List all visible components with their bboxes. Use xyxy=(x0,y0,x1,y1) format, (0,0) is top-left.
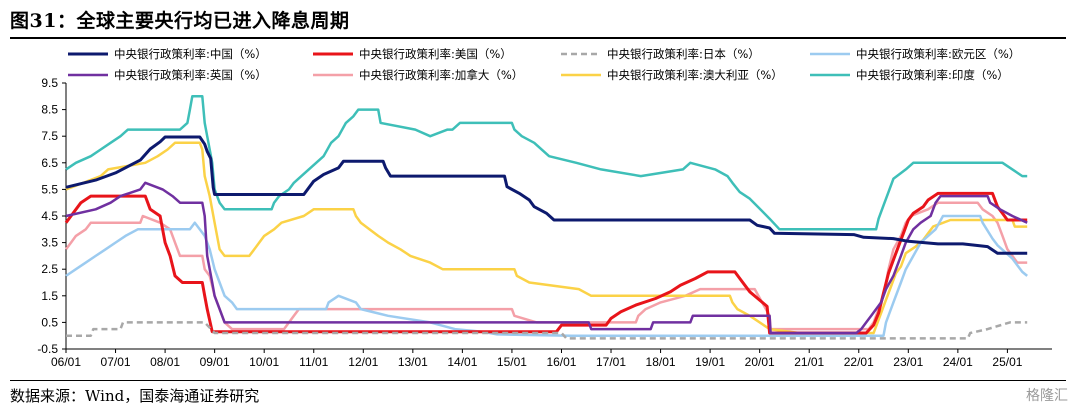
x-tick-label: 13/01 xyxy=(398,355,428,369)
legend-label: 中央银行政策利率:加拿大（%） xyxy=(359,68,523,82)
y-tick-label: 0.5 xyxy=(41,315,58,329)
y-tick-label: 9.5 xyxy=(41,76,58,90)
series-line-0 xyxy=(65,135,1028,255)
footer-rule xyxy=(10,380,1066,381)
legend-label: 中央银行政策利率:日本（%） xyxy=(607,47,760,61)
y-tick-label: 6.5 xyxy=(41,156,58,170)
legend-label: 中央银行政策利率:印度（%） xyxy=(856,68,1009,82)
x-tick-label: 23/01 xyxy=(893,355,923,369)
x-tick-label: 22/01 xyxy=(844,355,874,369)
legend-label: 中央银行政策利率:英国（%） xyxy=(114,68,267,82)
y-tick-label: 5.5 xyxy=(41,182,58,196)
series-line-2 xyxy=(66,321,1028,340)
y-tick-label: 8.5 xyxy=(41,103,58,117)
series-line-5 xyxy=(64,201,1028,331)
x-tick-label: 16/01 xyxy=(546,355,576,369)
legend-label: 中央银行政策利率:中国（%） xyxy=(114,47,267,61)
watermark-logo: 格隆汇 xyxy=(1026,388,1068,404)
x-tick-label: 17/01 xyxy=(596,355,626,369)
x-tick-label: 15/01 xyxy=(497,355,527,369)
x-tick-label: 08/01 xyxy=(150,355,180,369)
legend-label: 中央银行政策利率:美国（%） xyxy=(359,47,512,61)
rate-line-chart: 中央银行政策利率:中国（%） 中央银行政策利率:美国（%） 中央银行政策利率:日本（… xyxy=(37,47,1052,369)
legend-label: 中央银行政策利率:欧元区（%） xyxy=(856,47,1020,61)
x-tick-label: 12/01 xyxy=(348,355,378,369)
x-tick-label: 10/01 xyxy=(249,355,279,369)
series-line-7 xyxy=(65,95,1028,231)
x-tick-label: 21/01 xyxy=(794,355,824,369)
x-tick-label: 24/01 xyxy=(943,355,973,369)
y-tick-label: -0.5 xyxy=(37,342,58,356)
chart-legend: 中央银行政策利率:中国（%） 中央银行政策利率:美国（%） 中央银行政策利率:日本（… xyxy=(68,47,1020,82)
figure-title: 图31：全球主要央行均已进入降息周期 xyxy=(10,10,350,32)
source-note: 数据来源：Wind，国泰海通证券研究 xyxy=(10,387,260,405)
chart-series xyxy=(64,95,1028,340)
x-tick-label: 20/01 xyxy=(745,355,775,369)
x-tick-label: 14/01 xyxy=(447,355,477,369)
y-tick-label: 4.5 xyxy=(41,209,58,223)
x-tick-label: 09/01 xyxy=(200,355,230,369)
x-tick-label: 25/01 xyxy=(992,355,1022,369)
title-rule xyxy=(10,37,1066,39)
chart-axes: -0.5 0.5 1.5 2.5 3.5 4.5 5.5 6.5 7.5 8.5 9.5 06/01 0… xyxy=(37,76,1052,369)
y-tick-label: 3.5 xyxy=(41,236,58,250)
x-tick-label: 06/01 xyxy=(51,355,81,369)
x-tick-label: 07/01 xyxy=(101,355,131,369)
y-tick-label: 2.5 xyxy=(41,262,58,276)
y-tick-label: 7.5 xyxy=(41,129,58,143)
x-tick-label: 11/01 xyxy=(299,355,328,369)
y-tick-label: 1.5 xyxy=(41,289,58,303)
legend-label: 中央银行政策利率:澳大利亚（%） xyxy=(607,68,783,82)
x-tick-label: 19/01 xyxy=(695,355,725,369)
series-line-1 xyxy=(64,191,1028,335)
x-tick-label: 18/01 xyxy=(646,355,676,369)
series-line-4 xyxy=(65,181,1028,335)
series-line-6 xyxy=(65,141,1028,335)
